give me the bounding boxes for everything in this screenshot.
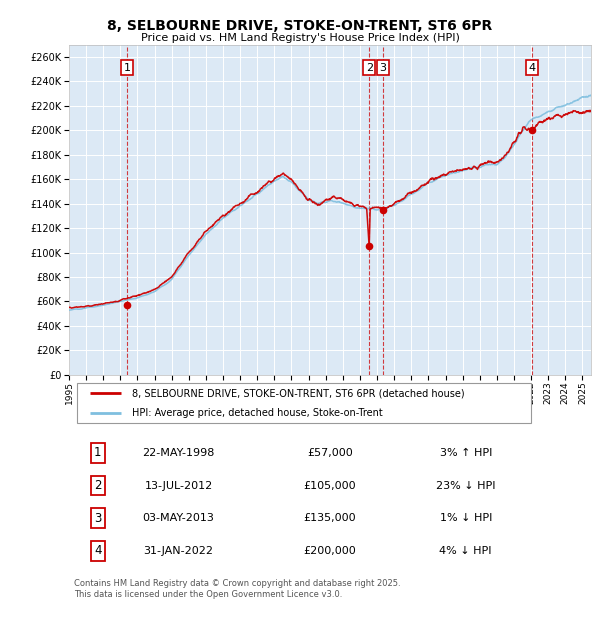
Text: 4: 4 <box>94 544 101 557</box>
Text: £200,000: £200,000 <box>304 546 356 556</box>
Text: 3: 3 <box>94 512 101 525</box>
Text: 23% ↓ HPI: 23% ↓ HPI <box>436 480 496 490</box>
Text: 3: 3 <box>379 63 386 73</box>
Text: 2: 2 <box>94 479 101 492</box>
Text: 22-MAY-1998: 22-MAY-1998 <box>142 448 215 458</box>
Text: 13-JUL-2012: 13-JUL-2012 <box>145 480 213 490</box>
Text: 03-MAY-2013: 03-MAY-2013 <box>143 513 215 523</box>
Text: 8, SELBOURNE DRIVE, STOKE-ON-TRENT, ST6 6PR (detached house): 8, SELBOURNE DRIVE, STOKE-ON-TRENT, ST6 … <box>131 388 464 398</box>
FancyBboxPatch shape <box>77 383 531 423</box>
Text: 8, SELBOURNE DRIVE, STOKE-ON-TRENT, ST6 6PR: 8, SELBOURNE DRIVE, STOKE-ON-TRENT, ST6 … <box>107 19 493 33</box>
Text: 1: 1 <box>94 446 101 459</box>
Text: £57,000: £57,000 <box>307 448 353 458</box>
Text: 4: 4 <box>529 63 536 73</box>
Text: 1% ↓ HPI: 1% ↓ HPI <box>440 513 492 523</box>
Text: 4% ↓ HPI: 4% ↓ HPI <box>439 546 492 556</box>
Text: 3% ↑ HPI: 3% ↑ HPI <box>440 448 492 458</box>
Text: Price paid vs. HM Land Registry's House Price Index (HPI): Price paid vs. HM Land Registry's House … <box>140 33 460 43</box>
Text: 31-JAN-2022: 31-JAN-2022 <box>143 546 214 556</box>
Text: 1: 1 <box>124 63 130 73</box>
Text: 2: 2 <box>365 63 373 73</box>
Text: Contains HM Land Registry data © Crown copyright and database right 2025.
This d: Contains HM Land Registry data © Crown c… <box>74 579 401 598</box>
Text: HPI: Average price, detached house, Stoke-on-Trent: HPI: Average price, detached house, Stok… <box>131 408 382 418</box>
Text: £135,000: £135,000 <box>304 513 356 523</box>
Text: £105,000: £105,000 <box>304 480 356 490</box>
